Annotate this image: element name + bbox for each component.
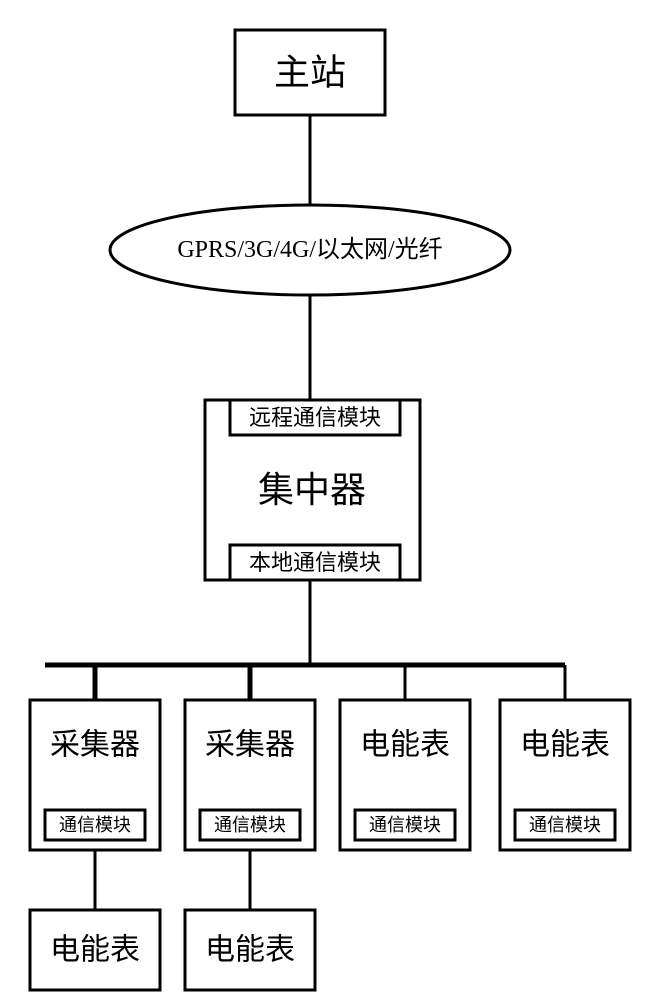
network-label: GPRS/3G/4G/以太网/光纤 [177,236,442,263]
meter6-label: 电能表 [205,934,295,967]
collector2-label: 采集器 [205,729,295,762]
concentrator-label: 集中器 [258,470,366,510]
local-comm-label: 本地通信模块 [249,550,381,575]
meter4-comm-label: 通信模块 [529,815,601,835]
collector1-label: 采集器 [50,729,140,762]
meter3-comm-label: 通信模块 [369,815,441,835]
remote-comm-label: 远程通信模块 [249,405,381,430]
architecture-diagram: 主站 GPRS/3G/4G/以太网/光纤远程通信模块集中器本地通信模块采集器通信模… [0,0,665,1000]
meter5-label: 电能表 [50,934,140,967]
meter3-label: 电能表 [360,729,450,762]
collector1-comm-label: 通信模块 [59,815,131,835]
collector2-comm-label: 通信模块 [214,815,286,835]
master-label: 主站 [274,53,346,93]
meter4-label: 电能表 [520,729,610,762]
